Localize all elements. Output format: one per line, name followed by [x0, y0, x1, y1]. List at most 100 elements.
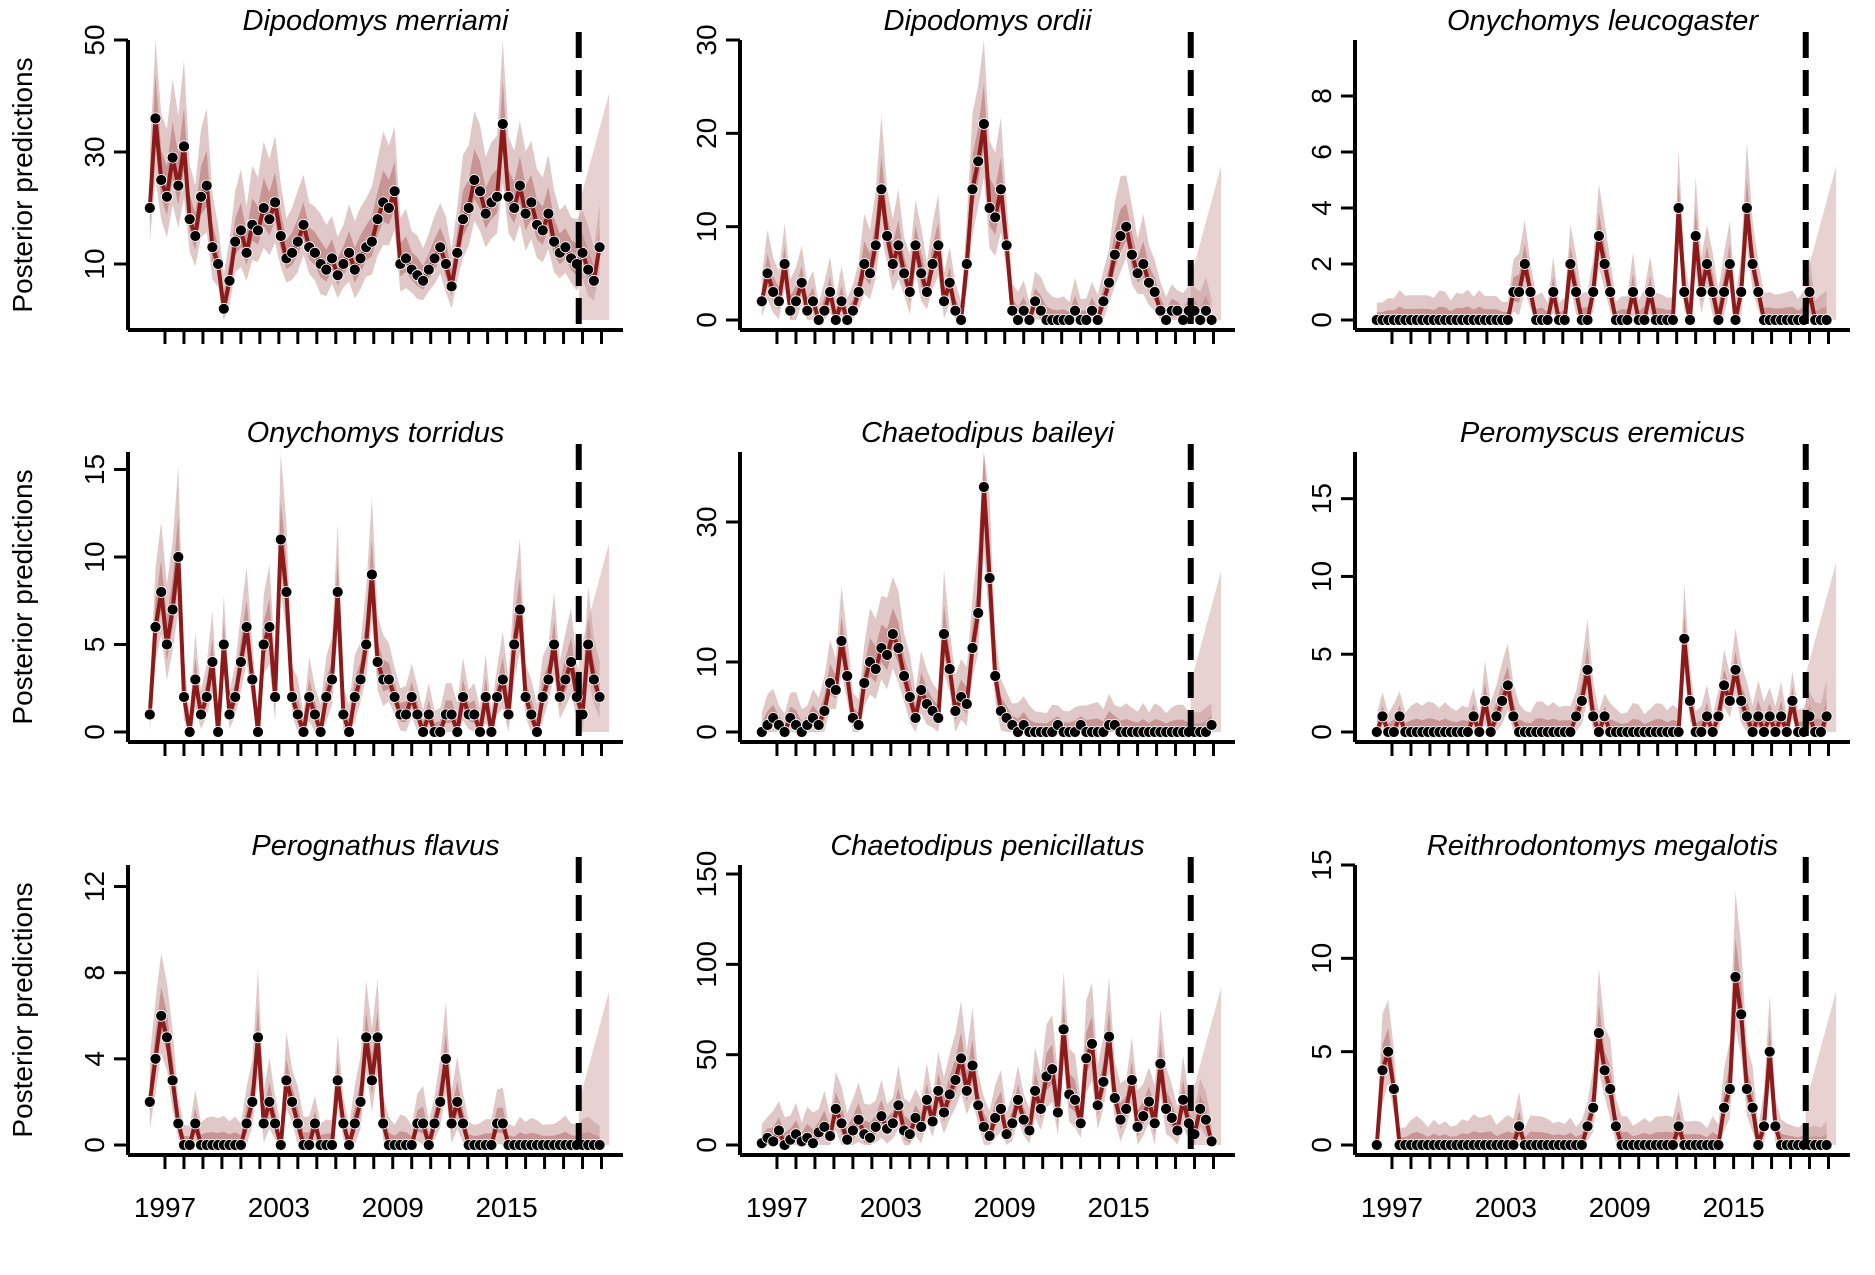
data-point	[223, 708, 236, 721]
data-point	[536, 224, 549, 237]
panel-5: Peromyscus eremicus 0 5 10 15	[1306, 417, 1850, 756]
data-point	[388, 691, 401, 703]
data-point	[428, 1117, 441, 1130]
x-tick-label: 2009	[362, 1192, 424, 1223]
data-point	[1718, 1101, 1730, 1114]
data-point	[445, 708, 458, 721]
data-point	[1763, 710, 1776, 723]
data-point	[491, 691, 504, 703]
data-point	[955, 1052, 967, 1065]
data-point	[405, 1139, 418, 1151]
data-point	[1627, 286, 1639, 298]
data-point	[348, 1117, 361, 1130]
data-point	[915, 1121, 928, 1133]
data-point	[246, 1096, 259, 1108]
data-point	[921, 286, 933, 298]
data-point	[1513, 1120, 1525, 1133]
data-point	[548, 638, 560, 651]
data-point	[1564, 258, 1577, 270]
data-point	[593, 1139, 606, 1151]
y-tick-label: 0	[691, 312, 722, 328]
data-point	[978, 1121, 990, 1133]
data-point	[172, 179, 185, 192]
data-point	[1108, 248, 1121, 261]
data-point	[1729, 314, 1742, 326]
y-tick-label: 0	[691, 724, 722, 740]
x-tick-label: 1997	[1361, 1192, 1423, 1223]
data-point	[1541, 314, 1554, 326]
data-point	[149, 621, 162, 633]
data-point	[1080, 1052, 1093, 1065]
data-point	[829, 314, 842, 326]
data-point	[966, 1059, 979, 1072]
data-point	[1046, 1063, 1059, 1075]
y-tick-label: 5	[1306, 1044, 1337, 1060]
data-point	[881, 649, 893, 661]
data-point	[1103, 276, 1115, 289]
data-point	[943, 1088, 956, 1101]
data-point	[1205, 314, 1218, 326]
data-point	[1672, 202, 1685, 214]
data-point	[525, 196, 538, 209]
data-point	[212, 726, 225, 738]
data-point	[457, 691, 469, 703]
data-point	[155, 174, 168, 186]
data-point	[1735, 1008, 1748, 1021]
data-point	[229, 691, 242, 703]
data-point	[1029, 1084, 1041, 1097]
data-point	[1034, 1103, 1047, 1115]
data-point	[1678, 632, 1691, 645]
data-point	[818, 705, 831, 717]
data-point	[1729, 663, 1742, 676]
y-tick-label: 0	[1306, 1137, 1337, 1153]
data-point	[1143, 1095, 1155, 1108]
data-point	[1496, 695, 1508, 707]
data-point	[479, 207, 492, 220]
data-point	[1564, 726, 1577, 738]
data-point	[1786, 695, 1799, 707]
data-point	[411, 708, 424, 721]
data-point	[847, 1124, 859, 1137]
data-point	[1023, 1124, 1036, 1137]
y-tick-label: 10	[1306, 561, 1337, 592]
data-point	[1006, 1117, 1019, 1130]
data-point	[1723, 695, 1736, 707]
data-point	[417, 726, 430, 738]
data-point	[1376, 1064, 1389, 1077]
data-point	[1518, 258, 1531, 270]
data-point	[1126, 1074, 1138, 1086]
data-point	[274, 1139, 287, 1151]
data-point	[938, 628, 950, 640]
data-point	[1393, 710, 1406, 723]
data-point	[1581, 663, 1594, 676]
panel-title: Peromyscus eremicus	[1460, 417, 1745, 449]
data-point	[582, 263, 595, 276]
y-tick-label: 5	[79, 637, 110, 653]
data-point	[921, 1093, 933, 1106]
forecast-band	[1805, 991, 1837, 1145]
data-point	[1746, 1101, 1759, 1114]
data-point	[576, 246, 589, 259]
data-point	[972, 155, 985, 168]
data-point	[474, 726, 486, 738]
data-point	[949, 304, 962, 317]
data-point	[1729, 971, 1742, 983]
data-point	[371, 1031, 384, 1044]
data-point	[308, 708, 321, 721]
data-point	[143, 1096, 156, 1108]
data-point	[1097, 295, 1110, 308]
y-tick-label: 10	[691, 211, 722, 242]
data-point	[502, 708, 515, 721]
data-point	[767, 286, 780, 298]
data-point	[1695, 726, 1708, 738]
data-point	[1735, 695, 1748, 707]
data-point	[428, 252, 441, 265]
panel-0: Dipodomys merriami 10 30 50 Posterior predic…	[7, 5, 623, 344]
data-point	[337, 1117, 350, 1130]
data-point	[326, 673, 338, 686]
data-point	[1114, 230, 1127, 242]
data-point	[172, 1117, 185, 1130]
data-point	[445, 1117, 458, 1130]
data-point	[451, 246, 464, 259]
